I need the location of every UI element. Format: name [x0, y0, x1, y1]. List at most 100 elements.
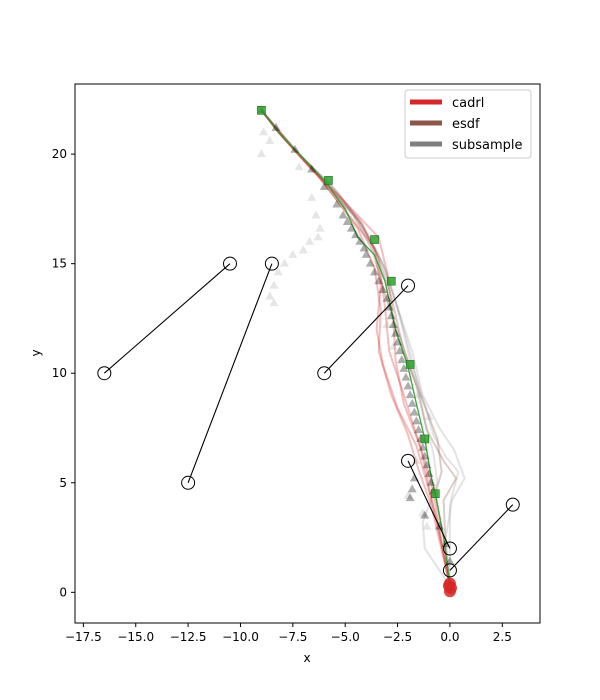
cadrl-trajectory [260, 109, 451, 586]
square-marker [257, 105, 266, 115]
triangle-marker-dark [378, 284, 388, 293]
triangle-marker-dark [355, 236, 365, 245]
triangle-marker-light [269, 280, 279, 289]
y-axis-label: y [29, 349, 43, 356]
agent-circle [401, 453, 416, 468]
triangle-marker-dark [384, 302, 394, 311]
reference-path [260, 109, 451, 586]
obstacle-segment [103, 263, 231, 374]
triangle-marker-dark [418, 442, 428, 451]
square-marker [405, 360, 415, 369]
triangle-marker-dark [414, 425, 424, 434]
triangle-marker-light [269, 298, 279, 307]
agent-circle [442, 541, 457, 556]
x-tick-label: 2.5 [493, 630, 512, 644]
agent-circle [317, 366, 332, 381]
triangle-marker-dark [405, 493, 415, 502]
triangle-marker-dark [342, 217, 352, 226]
triangle-marker-dark [422, 460, 432, 469]
triangle-marker-dark [359, 243, 369, 252]
triangle-marker-dark [445, 556, 455, 565]
x-tick-label: −2.5 [383, 630, 412, 644]
triangle-marker-light [305, 236, 315, 245]
triangle-marker-light [422, 521, 432, 530]
triangle-marker-dark [361, 249, 371, 258]
y-tick-label: 20 [52, 147, 67, 161]
triangle-marker-dark [424, 469, 434, 478]
square-marker [324, 176, 333, 185]
y-axis-ticks: 0 5 10 15 20 [52, 147, 75, 599]
cadrl-trajectory [260, 109, 451, 586]
triangle-marker-dark [346, 223, 356, 232]
square-marker [420, 434, 430, 444]
triangle-marker-light [279, 258, 289, 267]
triangle-marker-dark [386, 311, 396, 320]
triangle-marker-dark [397, 355, 407, 364]
plot-marks [97, 105, 520, 598]
triangle-marker-light [414, 390, 424, 399]
triangle-marker-dark [374, 276, 384, 285]
triangle-marker-light [424, 412, 434, 421]
triangle-marker-dark [388, 320, 398, 329]
triangle-marker-dark [399, 363, 409, 372]
agent-circle [401, 278, 416, 293]
x-tick-label: −17.5 [65, 630, 102, 644]
triangle-marker-dark [365, 258, 375, 267]
triangle-marker-dark [409, 407, 419, 416]
y-tick-label: 5 [59, 476, 67, 490]
triangle-marker-light [382, 320, 392, 329]
legend-label-esdf: esdf [452, 117, 480, 132]
y-tick-label: 0 [59, 585, 67, 599]
obstacle-segment [187, 263, 273, 483]
plot-area [97, 105, 520, 598]
triangle-marker-dark [338, 210, 348, 219]
agent-circle [442, 563, 457, 578]
triangle-marker-light [256, 149, 266, 158]
triangle-marker-dark [405, 390, 415, 399]
triangle-marker-dark [401, 372, 411, 381]
triangle-marker-light [259, 127, 269, 136]
triangle-marker-dark [393, 337, 403, 346]
triangle-marker-light [294, 162, 304, 171]
triangle-marker-dark [420, 451, 430, 460]
axes-frame [74, 83, 541, 624]
triangle-marker-light [307, 192, 317, 201]
obstacle-segment [407, 460, 451, 549]
triangle-marker-dark [426, 477, 436, 486]
x-tick-label: −7.5 [278, 630, 307, 644]
legend-box [404, 89, 532, 159]
triangle-marker-dark [382, 293, 392, 302]
triangle-marker-dark [351, 230, 361, 239]
square-marker [370, 235, 379, 244]
triangle-marker-dark [390, 328, 400, 337]
obstacle-segment [449, 504, 514, 571]
triangle-marker-dark [420, 510, 430, 519]
triangle-marker-light [313, 232, 323, 241]
triangle-marker-dark [370, 267, 380, 276]
x-tick-label: −15.0 [117, 630, 154, 644]
triangle-marker-dark [411, 416, 421, 425]
triangle-marker-light [315, 223, 325, 232]
triangle-marker-light [418, 508, 428, 517]
triangle-marker-light [388, 341, 398, 350]
triangle-marker-light [273, 267, 283, 276]
x-tick-label: −12.5 [170, 630, 207, 644]
triangle-marker-dark [271, 122, 281, 131]
agent-circle [223, 256, 237, 271]
triangle-marker-dark [290, 144, 300, 153]
triangle-marker-dark [403, 381, 413, 390]
subsample-trajectory [260, 109, 466, 586]
triangle-marker-dark [319, 181, 329, 190]
x-axis-label: x [303, 651, 310, 665]
obstacle-segment [323, 285, 409, 374]
x-tick-label: −5.0 [331, 630, 360, 644]
agent-circle [264, 256, 279, 271]
legend: cadrl esdf subsample [404, 89, 532, 159]
goal-dot [442, 579, 455, 592]
x-tick-label: −10.0 [222, 630, 259, 644]
triangle-marker-dark [407, 398, 417, 407]
triangle-marker-light [265, 291, 275, 300]
y-tick-label: 10 [52, 366, 67, 380]
y-tick-label: 15 [52, 257, 67, 271]
